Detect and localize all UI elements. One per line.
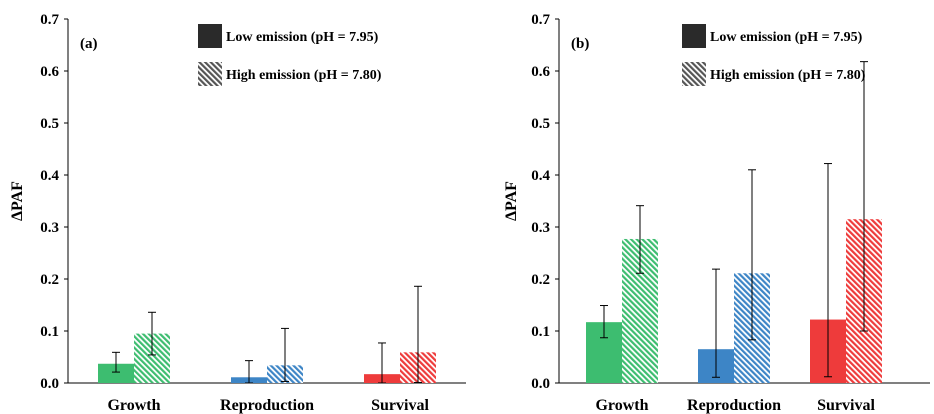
y-tick-label: 0.0 <box>531 376 550 392</box>
y-tick-label: 0.6 <box>531 64 550 80</box>
x-category-label: Growth <box>595 397 648 414</box>
y-tick-label: 0.1 <box>40 324 59 340</box>
x-category-label: Reproduction <box>687 397 781 414</box>
y-tick-label: 0.3 <box>40 220 59 236</box>
y-axis-title: ΔPAF <box>9 181 26 221</box>
y-tick-label: 0.7 <box>531 12 550 28</box>
chart-panel-a: 0.0 0.1 0.2 0.3 0.4 0.5 0.6 0.7 ΔPAF (a) Growth Rep… <box>9 12 466 414</box>
y-tick-label: 0.1 <box>531 324 550 340</box>
y-tick-label: 0.4 <box>40 168 59 184</box>
chart-panel-b: 0.0 0.1 0.2 0.3 0.4 0.5 0.6 0.7 ΔPAF (b) Growth Rep… <box>503 12 930 414</box>
panel-label: (b) <box>571 36 589 52</box>
panel-label: (a) <box>80 36 98 52</box>
x-category-label: Growth <box>107 397 160 414</box>
y-tick-label: 0.2 <box>40 272 59 288</box>
x-category-label: Reproduction <box>220 397 314 414</box>
legend-label: High emission (pH = 7.80) <box>226 68 382 83</box>
y-tick-label: 0.6 <box>40 64 59 80</box>
y-tick-label: 0.5 <box>531 116 550 132</box>
y-tick-label: 0.5 <box>40 116 59 132</box>
y-tick-label: 0.0 <box>40 376 59 392</box>
legend-label: Low emission (pH = 7.95) <box>710 30 863 45</box>
legend-swatch-low <box>682 24 706 48</box>
x-category-label: Survival <box>371 397 429 414</box>
legend-swatch-high <box>198 62 222 86</box>
y-tick-label: 0.7 <box>40 12 59 28</box>
x-category-label: Survival <box>817 397 875 414</box>
y-tick-label: 0.4 <box>531 168 550 184</box>
legend-label: High emission (pH = 7.80) <box>710 68 866 83</box>
legend-swatch-high <box>682 62 706 86</box>
y-tick-label: 0.2 <box>531 272 550 288</box>
y-axis-title: ΔPAF <box>503 181 520 221</box>
legend-label: Low emission (pH = 7.95) <box>226 30 379 45</box>
y-tick-label: 0.3 <box>531 220 550 236</box>
legend-swatch-low <box>198 24 222 48</box>
